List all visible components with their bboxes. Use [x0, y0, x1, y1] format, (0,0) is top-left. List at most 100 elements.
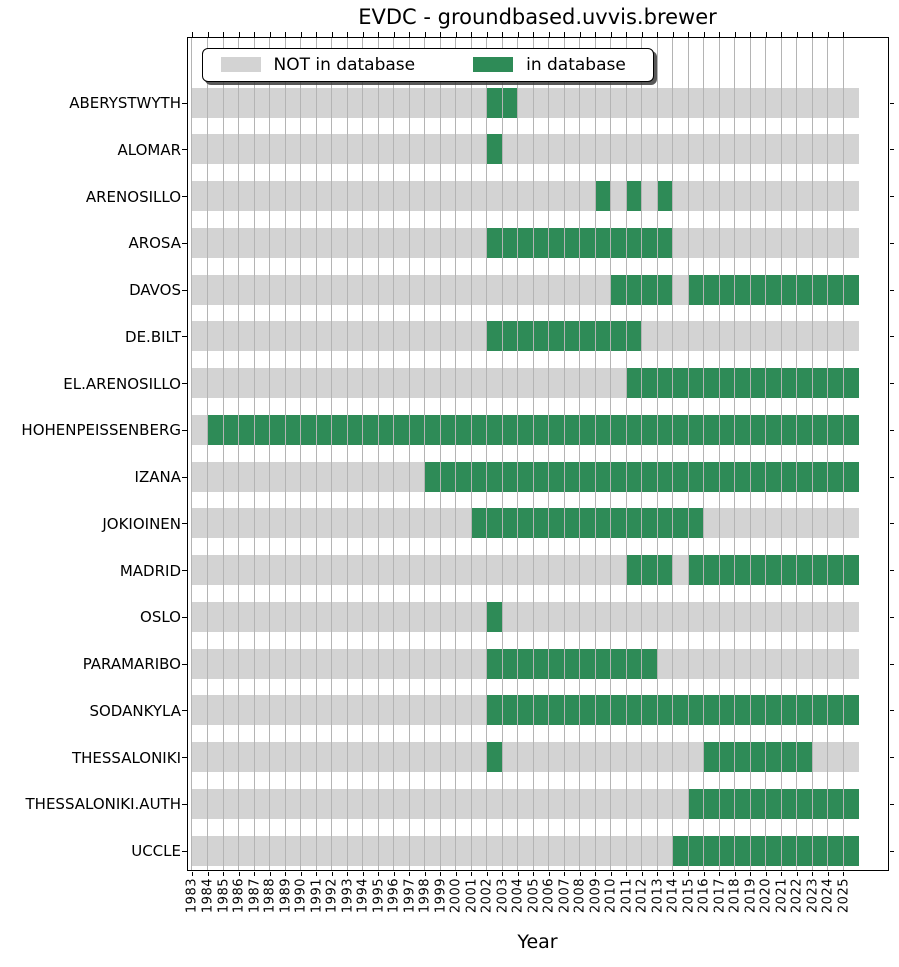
station-label: AROSA — [128, 234, 181, 253]
x-tick — [812, 32, 814, 37]
x-tick — [734, 871, 736, 876]
x-tick — [703, 871, 705, 876]
x-tick — [331, 32, 333, 37]
in-database-segment — [626, 181, 642, 211]
x-tick — [548, 32, 550, 37]
x-tick — [517, 32, 519, 37]
year-gridline — [517, 37, 519, 870]
x-tick-label: 2007 — [557, 878, 572, 913]
x-tick — [455, 871, 457, 876]
x-tick-label-text: 1997 — [402, 878, 418, 914]
year-gridline — [827, 37, 829, 870]
x-tick — [254, 32, 256, 37]
y-tick — [182, 289, 187, 291]
x-tick-label-text: 2013 — [650, 878, 666, 914]
x-tick — [223, 32, 225, 37]
year-gridline — [842, 37, 844, 870]
x-tick-label: 2023 — [805, 878, 820, 913]
x-tick — [781, 32, 783, 37]
x-tick — [781, 871, 783, 876]
x-tick — [486, 871, 488, 876]
x-tick-label: 1990 — [294, 878, 309, 913]
x-tick — [533, 871, 535, 876]
in-database-segment — [626, 368, 859, 398]
year-gridline — [749, 37, 751, 870]
y-tick — [889, 616, 894, 618]
x-tick — [300, 871, 302, 876]
y-tick — [889, 242, 894, 244]
x-tick-label: 2002 — [479, 878, 495, 914]
in-database-segment — [688, 274, 859, 305]
x-tick — [254, 871, 256, 876]
year-gridline — [548, 37, 550, 870]
x-tick-label: 2006 — [542, 878, 557, 913]
x-tick-label-text: 2010 — [603, 878, 619, 914]
station-label: THESSALONIKI — [71, 748, 181, 767]
y-tick — [182, 616, 187, 618]
x-tick-label-text: 2020 — [758, 878, 774, 914]
x-tick — [331, 871, 333, 876]
x-tick-label: 2025 — [836, 878, 851, 913]
x-tick — [579, 32, 581, 37]
in-database-segment — [486, 648, 658, 679]
in-database-segment — [486, 601, 503, 632]
station-row-bar — [191, 134, 859, 165]
x-tick-label-text: 1998 — [417, 878, 433, 914]
year-gridline — [346, 37, 348, 870]
station-label: UCCLE — [131, 842, 181, 860]
x-tick — [672, 32, 674, 37]
x-tick-label: 2009 — [588, 878, 603, 913]
y-tick — [889, 663, 894, 665]
year-gridline — [331, 37, 333, 870]
x-tick-label: 2013 — [650, 878, 666, 914]
x-axis-label: Year — [517, 931, 558, 953]
x-tick — [564, 32, 566, 37]
x-tick-label: 1991 — [309, 878, 324, 913]
x-tick — [238, 871, 240, 876]
x-tick — [750, 32, 752, 37]
x-tick-label-text: 1992 — [324, 878, 340, 914]
year-gridline — [641, 37, 643, 870]
y-tick — [182, 757, 187, 758]
x-tick — [440, 871, 442, 876]
x-tick — [362, 32, 364, 37]
x-tick-label: 2024 — [821, 878, 836, 913]
x-tick — [827, 32, 829, 37]
x-tick — [471, 32, 473, 37]
x-tick — [610, 32, 612, 37]
year-gridline — [238, 37, 240, 870]
y-tick — [182, 429, 187, 431]
year-gridline — [703, 37, 705, 870]
x-tick-label: 1998 — [417, 878, 433, 914]
legend: NOT in database in database — [201, 47, 654, 82]
x-tick — [362, 871, 364, 876]
x-tick-label-text: 2002 — [479, 878, 495, 914]
x-tick-label-text: 1989 — [278, 878, 294, 914]
x-tick — [378, 32, 380, 37]
x-tick-label: 2021 — [774, 878, 789, 913]
x-tick — [207, 32, 209, 37]
x-tick-label: 2019 — [743, 878, 758, 913]
x-tick — [827, 871, 829, 876]
year-gridline — [269, 37, 271, 870]
x-tick-label: 2008 — [573, 878, 588, 913]
year-gridline — [408, 37, 410, 870]
x-tick — [486, 32, 488, 37]
x-tick-label: 2005 — [526, 878, 541, 913]
x-tick — [703, 32, 705, 37]
x-tick — [719, 32, 721, 37]
y-tick — [182, 336, 187, 338]
x-tick-label: 2018 — [728, 878, 743, 913]
station-row-bar — [191, 181, 859, 211]
x-tick-label-text: 1985 — [216, 878, 232, 914]
x-tick-label-text: 2001 — [464, 878, 480, 914]
x-tick-label: 1996 — [387, 878, 402, 913]
station-label: OSLO — [140, 608, 181, 627]
x-tick — [796, 871, 798, 876]
x-tick — [626, 32, 628, 37]
year-gridline — [563, 37, 565, 870]
legend-swatch-not-in-database-icon — [220, 57, 261, 72]
year-gridline — [470, 37, 472, 870]
x-tick-label-text: 1988 — [262, 878, 278, 914]
year-gridline — [362, 37, 364, 870]
